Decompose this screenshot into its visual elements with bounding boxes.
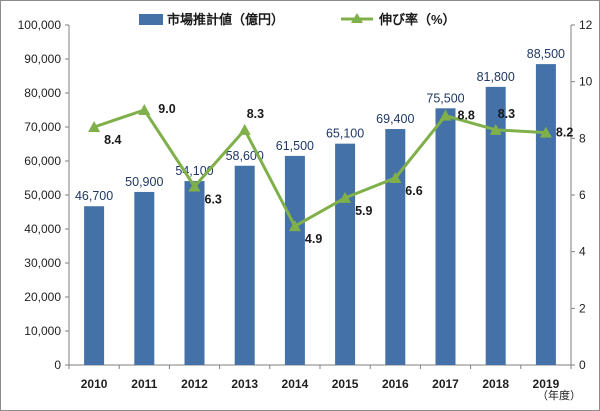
line-point-marker bbox=[339, 191, 352, 203]
line-value-label: 9.0 bbox=[158, 102, 175, 116]
x-tick-label: 2018 bbox=[482, 377, 509, 391]
line-series bbox=[88, 104, 552, 232]
x-tick-label: 2011 bbox=[131, 377, 157, 391]
x-tick-label: 2016 bbox=[382, 377, 409, 391]
left-tick-label: 70,000 bbox=[24, 120, 61, 134]
right-tick-label: 6 bbox=[579, 188, 586, 202]
left-tick-label: 50,000 bbox=[24, 188, 61, 202]
left-tick-labels: 0 10,000 20,000 30,000 40,000 50,000 60,000 70,… bbox=[18, 18, 69, 372]
bar bbox=[84, 206, 105, 365]
legend-bar-label: 市場推計値（億円） bbox=[167, 12, 284, 27]
right-tick-label: 0 bbox=[579, 358, 586, 372]
bar-value-label: 88,500 bbox=[527, 47, 565, 61]
line-point-marker bbox=[238, 123, 251, 135]
line-value-label: 8.3 bbox=[247, 107, 264, 121]
x-unit-label: （年度） bbox=[537, 388, 581, 402]
bar-value-label: 75,500 bbox=[426, 91, 464, 105]
bar bbox=[535, 64, 556, 365]
bar-value-label: 58,600 bbox=[226, 149, 264, 163]
line-point-marker bbox=[389, 172, 402, 183]
x-tick-label: 2014 bbox=[282, 377, 309, 391]
line-point-marker bbox=[439, 109, 452, 121]
line-value-label: 8.2 bbox=[556, 126, 573, 140]
left-tick-label: 40,000 bbox=[24, 222, 61, 236]
left-tick-label: 30,000 bbox=[24, 256, 61, 270]
left-tick-label: 80,000 bbox=[24, 86, 61, 100]
x-tick-label: 2013 bbox=[231, 377, 258, 391]
line-point-marker bbox=[288, 220, 301, 232]
left-tick-label: 10,000 bbox=[24, 324, 61, 338]
x-tick-label: 2010 bbox=[81, 377, 108, 391]
right-tick-label: 2 bbox=[579, 301, 586, 315]
bar bbox=[284, 155, 305, 365]
bar-label-group: 46,70050,90054,10058,60061,50065,10069,4… bbox=[75, 47, 565, 203]
x-tick-label: 2019 bbox=[533, 377, 560, 391]
bar bbox=[234, 165, 255, 365]
left-tick-label: 90,000 bbox=[24, 52, 61, 66]
bar-value-label: 69,400 bbox=[376, 112, 414, 126]
right-tick-label: 4 bbox=[579, 245, 586, 259]
legend-bar-swatch bbox=[139, 14, 163, 25]
line-point-marker bbox=[489, 123, 502, 135]
x-tick-label: 2015 bbox=[332, 377, 359, 391]
bar bbox=[184, 181, 205, 365]
line-point-marker bbox=[539, 126, 552, 138]
bar bbox=[385, 129, 406, 365]
bar-value-label: 46,700 bbox=[75, 189, 113, 203]
line-label-group: 8.4 9.0 6.3 8.3 4.9 5.9 6.6 8.8 8.3 8.2 bbox=[104, 102, 573, 246]
right-tick-label: 10 bbox=[579, 75, 593, 89]
x-tick-label: 2017 bbox=[432, 377, 459, 391]
line-value-label: 4.9 bbox=[305, 232, 322, 246]
legend-line-label: 伸び率（%） bbox=[378, 12, 456, 27]
left-tick-label: 100,000 bbox=[18, 18, 62, 32]
line-value-label: 8.8 bbox=[458, 109, 475, 123]
bar bbox=[435, 108, 456, 366]
right-tick-label: 12 bbox=[579, 18, 593, 32]
bar-series bbox=[84, 64, 556, 366]
line-value-label: 8.4 bbox=[104, 133, 121, 147]
line-point-marker bbox=[138, 104, 151, 115]
bar bbox=[485, 86, 506, 365]
line-value-label: 5.9 bbox=[355, 204, 372, 218]
bar bbox=[134, 191, 155, 365]
right-tick-label: 8 bbox=[579, 131, 586, 145]
x-tick-labels: 2010 2011 2012 2013 2014 2015 2016 2017 2018 2019 bbox=[68, 365, 572, 391]
x-tick-label: 2012 bbox=[181, 377, 208, 391]
bar-value-label: 81,800 bbox=[477, 70, 515, 84]
line-value-label: 6.3 bbox=[205, 193, 222, 207]
line-point-marker bbox=[88, 121, 101, 132]
growth-rate-line bbox=[93, 108, 546, 228]
bar-value-label: 65,100 bbox=[326, 127, 364, 141]
legend: 市場推計値（億円） 伸び率（%） bbox=[139, 12, 456, 27]
left-tick-label: 0 bbox=[54, 358, 61, 372]
bar bbox=[335, 143, 356, 365]
bar-value-label: 61,500 bbox=[276, 139, 314, 153]
line-value-label: 6.6 bbox=[405, 184, 422, 198]
left-tick-label: 20,000 bbox=[24, 290, 61, 304]
line-value-label: 8.3 bbox=[498, 107, 515, 121]
legend-triangle-marker bbox=[351, 13, 363, 23]
right-tick-labels: 0 2 4 6 8 10 12 bbox=[571, 18, 593, 372]
left-tick-label: 60,000 bbox=[24, 154, 61, 168]
line-point-marker bbox=[188, 180, 201, 192]
bar-value-label: 50,900 bbox=[125, 175, 163, 189]
